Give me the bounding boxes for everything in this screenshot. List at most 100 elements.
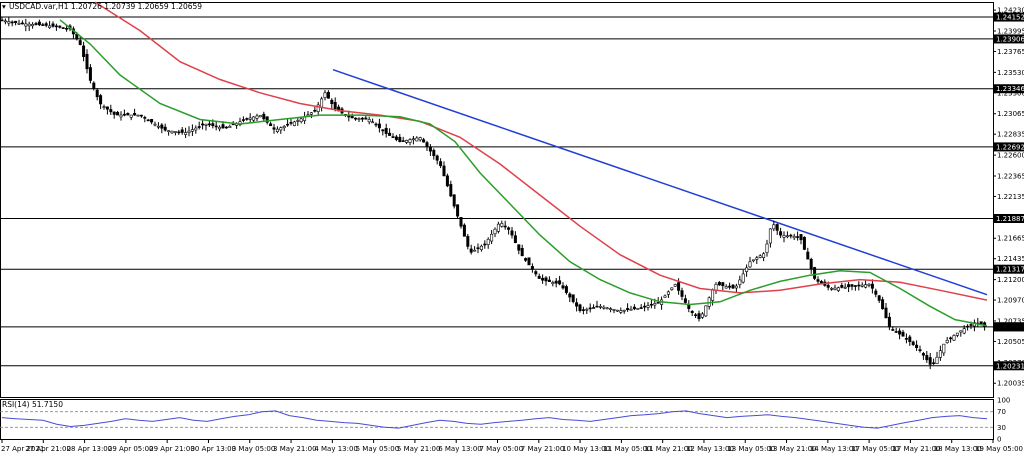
candle-body xyxy=(381,129,385,132)
candle-body xyxy=(541,277,545,281)
x-tick-label: 11 May 05:00 xyxy=(603,445,651,453)
candle-body xyxy=(711,289,715,301)
candle-body xyxy=(469,248,473,253)
candle-body xyxy=(282,125,286,129)
horizontal-levels xyxy=(0,16,993,367)
candle-body xyxy=(425,142,429,147)
level-label: 1.23906 xyxy=(996,35,1024,43)
candle-body xyxy=(551,282,555,284)
symbol-header: USDCAD.var,H1 1.20726 1.20739 1.20659 1.… xyxy=(9,2,202,11)
candle-body xyxy=(571,294,575,302)
candle-body xyxy=(354,117,358,120)
candle-body xyxy=(17,22,21,25)
candle-body xyxy=(632,306,636,310)
candle-body xyxy=(510,230,514,236)
candle-body xyxy=(901,331,905,337)
candle-body xyxy=(864,284,868,288)
candle-body xyxy=(173,131,177,133)
candle-body xyxy=(915,344,919,349)
chart-menu-icon[interactable]: ▾ xyxy=(2,2,6,11)
candle-body xyxy=(690,310,694,313)
candle-body xyxy=(248,117,252,120)
candle-body xyxy=(180,129,184,133)
candle-body xyxy=(680,290,684,297)
candle-body xyxy=(626,308,630,311)
candle-body xyxy=(745,267,749,272)
candle-body xyxy=(782,235,786,238)
level-label-box xyxy=(994,213,1024,223)
candle-body xyxy=(704,305,708,317)
candle-body xyxy=(670,287,674,290)
candle-body xyxy=(51,23,55,27)
candle-body xyxy=(789,234,793,237)
x-tick-label: 13 May 21:00 xyxy=(769,445,817,453)
candle-body xyxy=(95,89,99,98)
candle-body xyxy=(731,284,735,289)
candle-body xyxy=(530,266,534,270)
rsi-header: RSI(14) 51.7150 xyxy=(2,400,63,409)
rsi-tick-label: 30 xyxy=(997,424,1006,432)
level-label: 1.22692 xyxy=(996,143,1024,151)
candle-body xyxy=(187,130,191,133)
candle-body xyxy=(102,106,106,108)
y-tick-label: 1.22600 xyxy=(997,152,1024,160)
candle-body xyxy=(99,95,103,105)
level-label-box xyxy=(994,34,1024,44)
y-tick-label: 1.24230 xyxy=(997,7,1024,15)
x-tick-label: 4 May 13:00 xyxy=(314,445,358,453)
candle-body xyxy=(197,126,201,128)
y-tick-label: 1.20970 xyxy=(997,297,1024,305)
ma-fast-line[interactable] xyxy=(59,19,988,327)
candle-body xyxy=(160,124,164,129)
candle-body xyxy=(738,279,742,285)
y-tick-label: 1.21665 xyxy=(997,235,1024,243)
candle-body xyxy=(357,118,361,120)
candle-body xyxy=(734,285,738,289)
candle-body xyxy=(479,245,483,250)
level-label-box xyxy=(994,361,1024,371)
candle-body xyxy=(649,303,653,306)
candle-body xyxy=(656,302,660,304)
candle-body xyxy=(333,102,337,110)
x-tick-label: 17 May 21:00 xyxy=(892,445,940,453)
y-tick-label: 1.23530 xyxy=(997,69,1024,77)
candle-body xyxy=(289,122,293,124)
level-label: 1.21317 xyxy=(996,266,1024,274)
candle-body xyxy=(320,98,324,108)
candle-body xyxy=(262,113,266,120)
candle-body xyxy=(408,139,412,143)
candle-body xyxy=(585,308,589,311)
candle-body xyxy=(371,121,375,124)
candle-body xyxy=(136,114,140,117)
rsi-tick-label: 0 xyxy=(997,436,1001,444)
candle-body xyxy=(218,126,222,130)
rsi-line[interactable] xyxy=(1,410,988,429)
trendline[interactable] xyxy=(332,68,988,296)
ma-slow-line[interactable] xyxy=(94,1,988,301)
candle-body xyxy=(377,123,381,129)
candle-body xyxy=(3,20,7,23)
level-label-box xyxy=(994,142,1024,152)
candle-body xyxy=(891,329,895,331)
candle-body xyxy=(643,305,647,308)
candle-body xyxy=(813,267,817,279)
y-tick-label: 1.22835 xyxy=(997,131,1024,139)
candle-body xyxy=(952,335,956,341)
candle-body xyxy=(364,117,368,120)
candle-body xyxy=(544,277,548,282)
candle-body xyxy=(663,295,667,298)
candle-body xyxy=(605,307,609,310)
y-tick-label: 1.20035 xyxy=(997,380,1024,388)
candle-body xyxy=(214,125,218,128)
candle-body xyxy=(581,309,585,311)
candle-body xyxy=(245,118,249,120)
candle-body xyxy=(942,343,946,354)
candle-body xyxy=(150,119,154,123)
candle-body xyxy=(201,123,205,126)
candle-body xyxy=(14,20,18,23)
candle-body xyxy=(143,117,147,119)
candle-body xyxy=(309,112,313,115)
candle-body xyxy=(20,22,24,25)
x-tick-label: 17 May 05:00 xyxy=(851,445,899,453)
